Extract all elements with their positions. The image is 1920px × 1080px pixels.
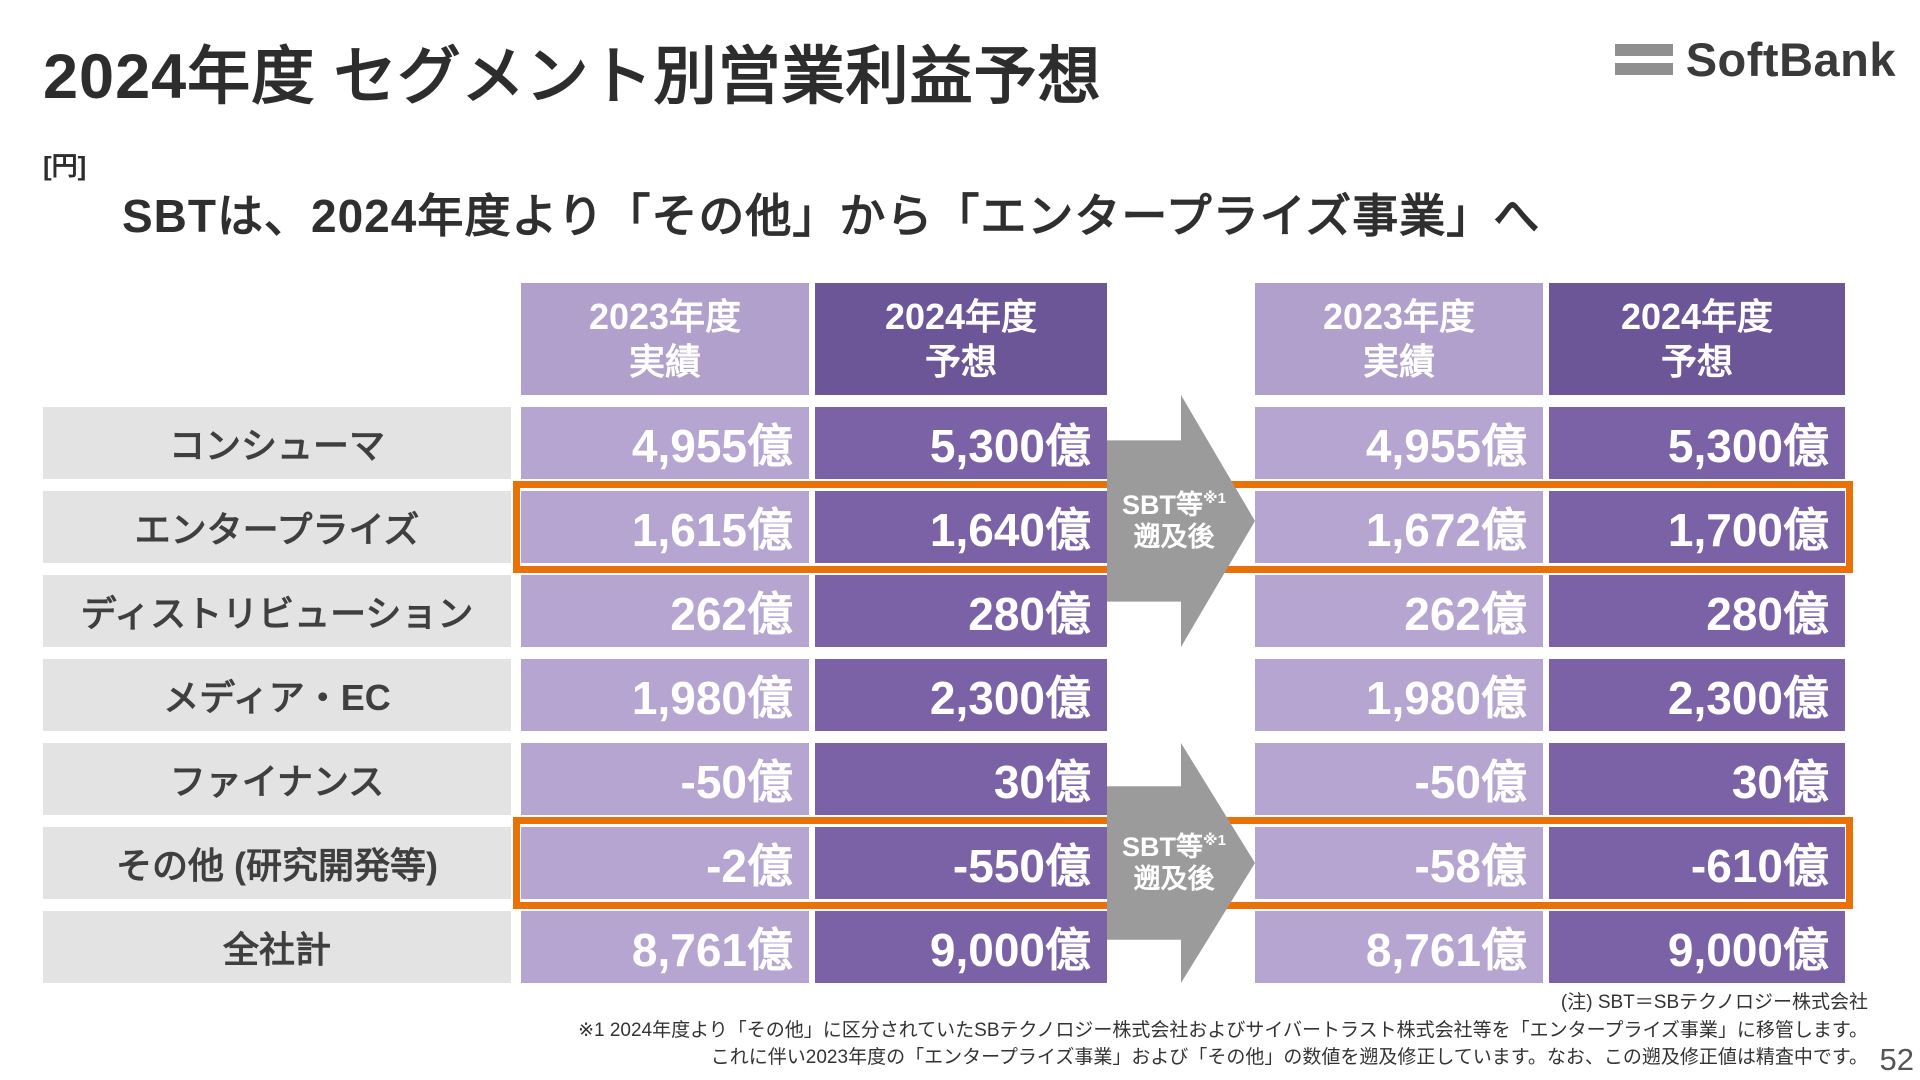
footnote-1: ※1 2024年度より「その他」に区分されていたSBテクノロジー株式会社およびサ… bbox=[578, 1019, 1868, 1041]
arrow-label-line1: SBT等※1 bbox=[1122, 489, 1226, 520]
value-right-2023-consumer: 4,955億 bbox=[1255, 407, 1543, 479]
value-left-2024-others: -550億 bbox=[815, 827, 1107, 899]
value-right-2024-enterprise: 1,700億 bbox=[1549, 491, 1845, 563]
row-label-others: その他 (研究開発等) bbox=[43, 827, 511, 899]
arrow-label-line1: SBT等※1 bbox=[1122, 831, 1226, 862]
value-left-2023-consumer: 4,955億 bbox=[521, 407, 809, 479]
row-label-finance: ファイナンス bbox=[43, 743, 511, 815]
segment-grid: 2023年度 実績 2024年度 予想 2023年度 実績 2024年度 予想 … bbox=[43, 283, 1845, 983]
value-left-2024-distribution: 280億 bbox=[815, 575, 1107, 647]
value-left-2023-finance: -50億 bbox=[521, 743, 809, 815]
right-col-header-2024: 2024年度 予想 bbox=[1549, 283, 1845, 395]
softbank-bars-icon bbox=[1614, 44, 1673, 75]
value-left-2023-enterprise: 1,615億 bbox=[521, 491, 809, 563]
value-left-2024-total: 9,000億 bbox=[815, 911, 1107, 983]
left-col-header-2023: 2023年度 実績 bbox=[521, 283, 809, 395]
arrow-label-line2: 遡及後 bbox=[1133, 522, 1215, 552]
value-right-2024-total: 9,000億 bbox=[1549, 911, 1845, 983]
left-col-header-2024: 2024年度 予想 bbox=[815, 283, 1107, 395]
row-label-total: 全社計 bbox=[43, 911, 511, 983]
footnote-1-cont: これに伴い2023年度の「エンタープライズ事業」および「その他」の数値を遡及修正… bbox=[710, 1047, 1868, 1069]
right-col-header-2023: 2023年度 実績 bbox=[1255, 283, 1543, 395]
value-left-2024-consumer: 5,300億 bbox=[815, 407, 1107, 479]
value-right-2024-distribution: 280億 bbox=[1549, 575, 1845, 647]
value-right-2023-enterprise: 1,672億 bbox=[1255, 491, 1543, 563]
page-number: 52 bbox=[1879, 1042, 1914, 1077]
footnote-ref-icon: ※1 bbox=[1203, 489, 1226, 507]
value-right-2024-finance: 30億 bbox=[1549, 743, 1845, 815]
row-label-distribution: ディストリビューション bbox=[43, 575, 511, 647]
value-left-2023-distribution: 262億 bbox=[521, 575, 809, 647]
arrow-label-line2: 遡及後 bbox=[1133, 864, 1215, 894]
value-left-2023-others: -2億 bbox=[521, 827, 809, 899]
unit-label: [円] bbox=[43, 151, 87, 181]
value-right-2023-media-ec: 1,980億 bbox=[1255, 659, 1543, 731]
page-title: 2024年度 セグメント別営業利益予想 bbox=[43, 42, 1102, 112]
value-right-2023-total: 8,761億 bbox=[1255, 911, 1543, 983]
footnote-sbt: (注) SBT＝SBテクノロジー株式会社 bbox=[1560, 992, 1868, 1014]
row-label-consumer: コンシューマ bbox=[43, 407, 511, 479]
value-right-2023-others: -58億 bbox=[1255, 827, 1543, 899]
value-right-2023-distribution: 262億 bbox=[1255, 575, 1543, 647]
subtitle: SBTは、2024年度より「その他」から「エンタープライズ事業」へ bbox=[122, 190, 1541, 242]
softbank-logo-text: SoftBank bbox=[1685, 33, 1896, 86]
softbank-logo: SoftBank bbox=[1614, 32, 1896, 87]
value-right-2024-consumer: 5,300億 bbox=[1549, 407, 1845, 479]
segment-tables: 2023年度 実績 2024年度 予想 2023年度 実績 2024年度 予想 … bbox=[43, 283, 1853, 983]
value-right-2024-others: -610億 bbox=[1549, 827, 1845, 899]
value-left-2023-total: 8,761億 bbox=[521, 911, 809, 983]
footnotes: (注) SBT＝SBテクノロジー株式会社 ※1 2024年度より「その他」に区分… bbox=[578, 989, 1868, 1072]
value-left-2024-finance: 30億 bbox=[815, 743, 1107, 815]
value-left-2024-media-ec: 2,300億 bbox=[815, 659, 1107, 731]
value-left-2023-media-ec: 1,980億 bbox=[521, 659, 809, 731]
row-label-media-ec: メディア・EC bbox=[43, 659, 511, 731]
value-right-2023-finance: -50億 bbox=[1255, 743, 1543, 815]
value-left-2024-enterprise: 1,640億 bbox=[815, 491, 1107, 563]
value-right-2024-media-ec: 2,300億 bbox=[1549, 659, 1845, 731]
row-label-enterprise: エンタープライズ bbox=[43, 491, 511, 563]
footnote-ref-icon: ※1 bbox=[1203, 831, 1226, 849]
